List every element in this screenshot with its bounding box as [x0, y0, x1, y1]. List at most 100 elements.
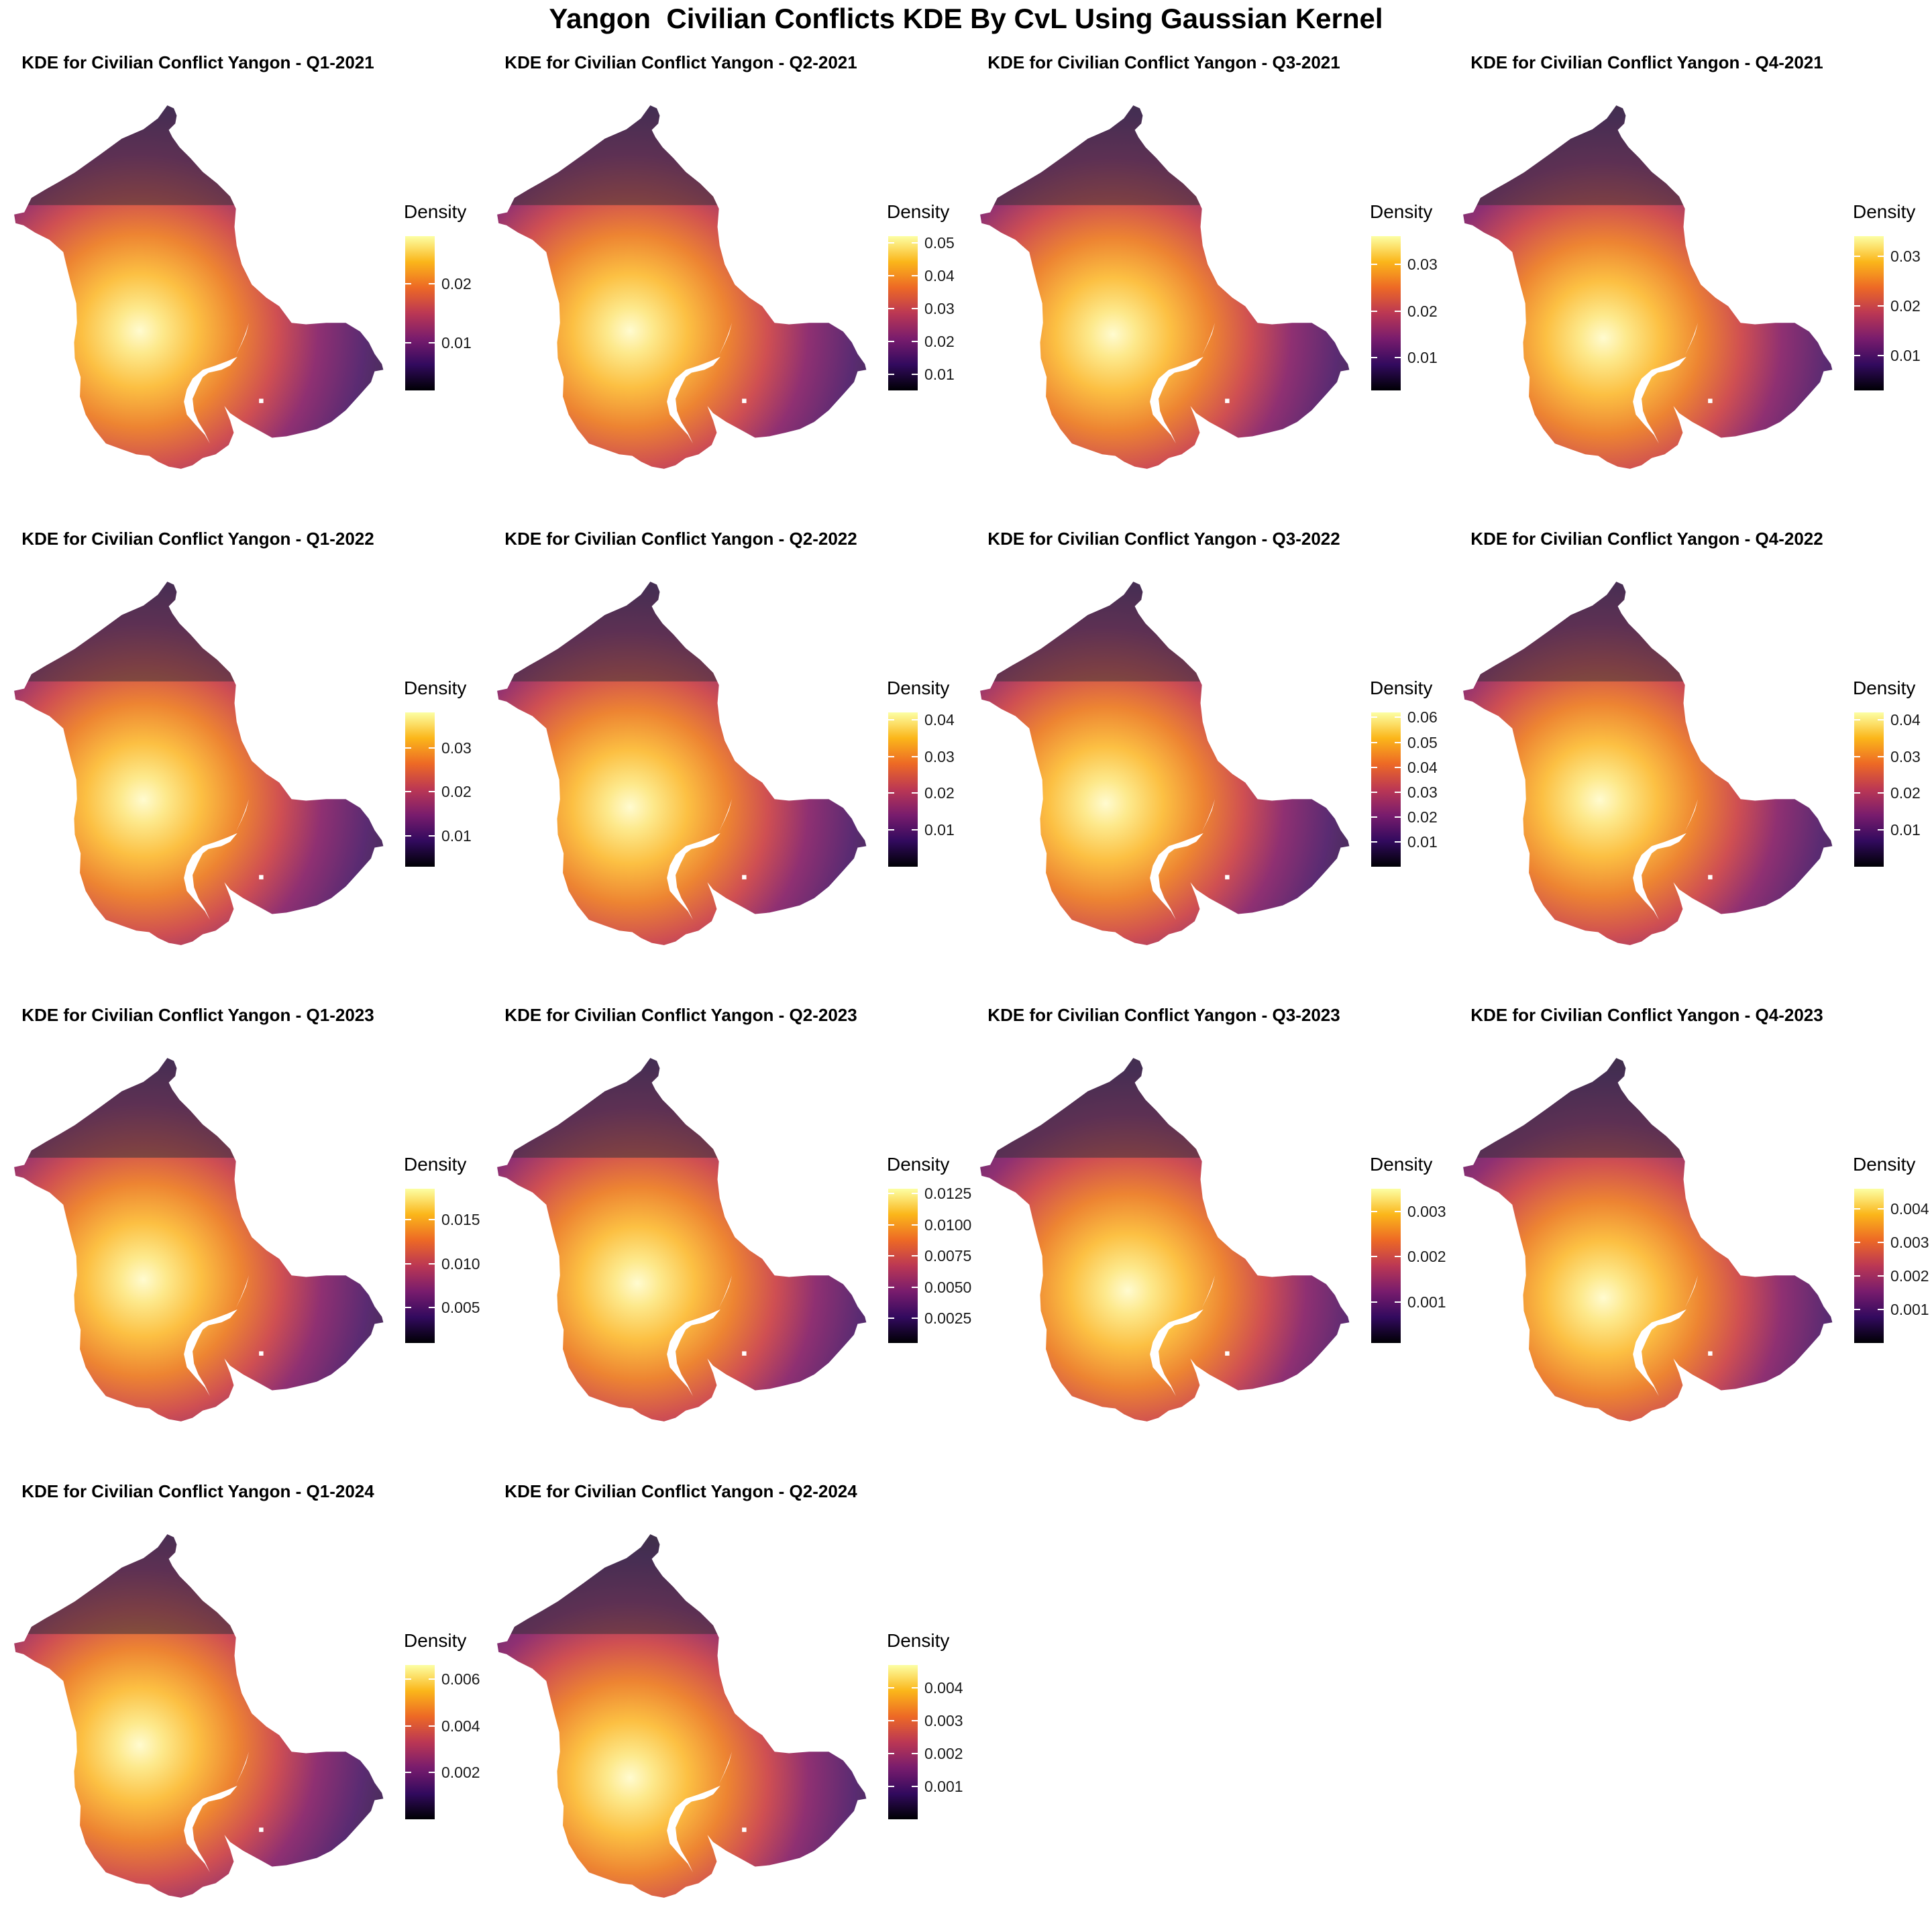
tick-mark [1878, 829, 1884, 831]
tick-label: 0.05 [1407, 733, 1438, 751]
panel-title: KDE for Civilian Conflict Yangon - Q2-20… [504, 52, 857, 72]
lake-pixel [742, 398, 747, 403]
colorbar [888, 1665, 918, 1819]
low-density-north [497, 1058, 867, 1158]
panel-title: KDE for Civilian Conflict Yangon - Q1-20… [21, 52, 374, 72]
density-legend: Density 0.002 0.004 0.006 [402, 1630, 483, 1831]
colorbar [405, 236, 435, 390]
tick-mark [1395, 263, 1401, 265]
river-channel [1633, 1309, 1686, 1397]
tick-label: 0.01 [924, 821, 955, 839]
density-map [980, 105, 1350, 469]
tick-mark [1371, 357, 1377, 359]
tick-label: 0.02 [1407, 302, 1438, 320]
density-map [14, 105, 384, 469]
tick-mark [1878, 1275, 1884, 1277]
yangon-region [1463, 1058, 1833, 1421]
tick-mark [912, 1286, 918, 1288]
tick-mark [1878, 1309, 1884, 1310]
kde-panel: KDE for Civilian Conflict Yangon - Q3-20… [966, 0, 1449, 476]
tick-label: 0.004 [924, 1679, 963, 1697]
panel-title: KDE for Civilian Conflict Yangon - Q3-20… [987, 52, 1340, 72]
tick-mark [888, 1687, 894, 1689]
tick-mark [405, 282, 411, 284]
tick-mark [888, 307, 894, 309]
tick-label: 0.03 [1407, 783, 1438, 801]
density-legend: Density 0.01 0.02 0.03 0.04 [885, 678, 966, 879]
tick-mark [1854, 1275, 1860, 1277]
tick-label: 0.002 [1407, 1248, 1446, 1266]
lake-pixel [1225, 1351, 1230, 1356]
yangon-region [14, 1058, 384, 1421]
tick-mark [912, 1720, 918, 1722]
tick-mark [888, 755, 894, 757]
tick-mark [912, 307, 918, 309]
tick-mark [888, 718, 894, 720]
lake-pixel [259, 875, 264, 879]
tick-label: 0.03 [924, 747, 955, 765]
tick-mark [1854, 355, 1860, 357]
tick-mark [429, 747, 435, 749]
tick-mark [1878, 792, 1884, 794]
tick-mark [912, 755, 918, 757]
tick-mark [912, 241, 918, 244]
density-legend: Density 0.01 0.02 0.03 [1368, 201, 1449, 402]
yangon-region [497, 582, 867, 945]
tick-label: 0.0125 [924, 1185, 972, 1203]
lake-pixel [1708, 398, 1713, 403]
legend-title: Density [887, 1154, 950, 1175]
tick-label: 0.02 [441, 783, 472, 801]
tick-label: 0.0025 [924, 1309, 972, 1327]
tick-mark [1395, 791, 1401, 793]
density-map [497, 1058, 867, 1421]
tick-label: 0.02 [441, 274, 472, 292]
river-channel [184, 1309, 237, 1397]
tick-label: 0.015 [441, 1211, 480, 1228]
tick-label: 0.005 [441, 1299, 480, 1317]
tick-mark [912, 1753, 918, 1755]
tick-mark [888, 1193, 894, 1195]
legend-title: Density [1853, 1154, 1916, 1175]
density-map [497, 582, 867, 945]
tick-label: 0.06 [1407, 708, 1438, 727]
tick-mark [1878, 255, 1884, 257]
river-channel [184, 833, 237, 920]
legend-title: Density [404, 201, 467, 222]
lake-pixel [1708, 1351, 1713, 1356]
tick-mark [912, 274, 918, 276]
tick-label: 0.0100 [924, 1216, 972, 1234]
yangon-region [980, 105, 1350, 469]
tick-mark [888, 1224, 894, 1226]
tick-mark [1371, 791, 1377, 793]
tick-mark [1395, 357, 1401, 359]
legend-title: Density [887, 1630, 950, 1651]
tick-label: 0.04 [1890, 710, 1921, 729]
legend-title: Density [404, 1630, 467, 1651]
tick-mark [888, 373, 894, 375]
colorbar [888, 712, 918, 867]
density-legend: Density 0.001 0.002 0.003 0.004 [885, 1630, 966, 1831]
tick-label: 0.03 [1890, 747, 1921, 765]
panel-title: KDE for Civilian Conflict Yangon - Q3-20… [987, 529, 1340, 549]
lake-pixel [742, 875, 747, 879]
low-density-north [14, 105, 384, 205]
tick-mark [405, 1307, 411, 1309]
tick-mark [888, 1720, 894, 1722]
tick-label: 0.001 [1890, 1301, 1929, 1318]
tick-mark [1854, 718, 1860, 720]
colorbar [1371, 236, 1401, 390]
tick-mark [912, 373, 918, 375]
tick-label: 0.01 [1407, 349, 1438, 367]
low-density-north [1463, 582, 1833, 682]
tick-mark [912, 718, 918, 720]
low-density-north [980, 1058, 1350, 1158]
density-legend: Density 0.01 0.02 0.03 [1851, 201, 1932, 402]
colorbar [888, 1189, 918, 1343]
tick-mark [888, 1255, 894, 1257]
river-channel [184, 1785, 237, 1873]
tick-mark [912, 1224, 918, 1226]
legend-title: Density [887, 201, 950, 222]
tick-label: 0.0075 [924, 1247, 972, 1265]
tick-label: 0.01 [441, 334, 472, 352]
tick-mark [429, 1678, 435, 1680]
